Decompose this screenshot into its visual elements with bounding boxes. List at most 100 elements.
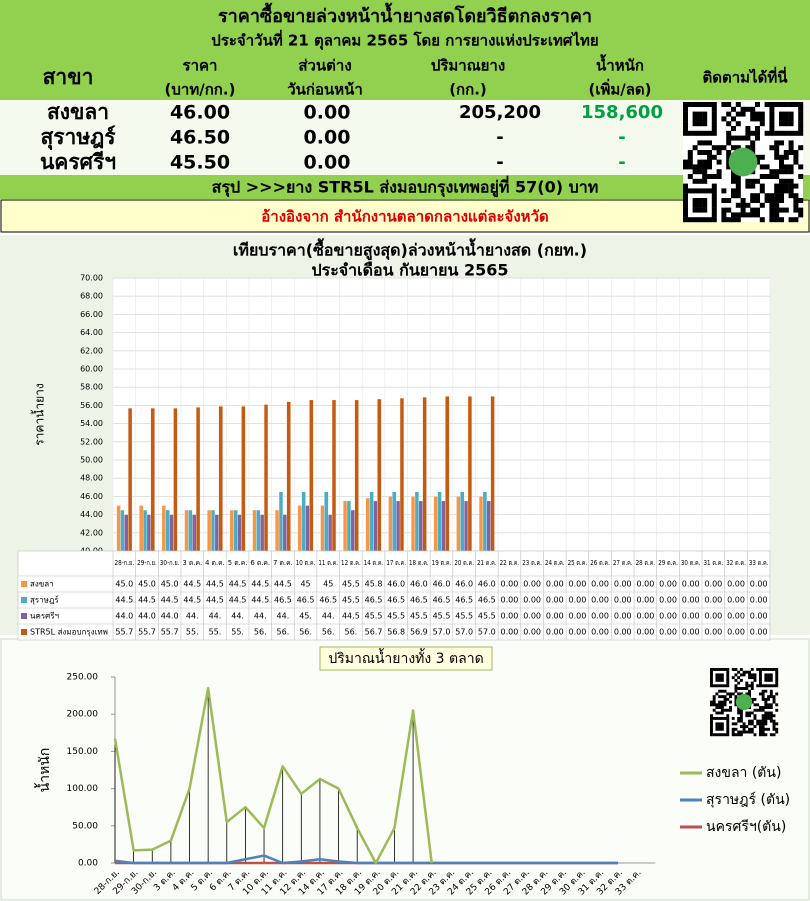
qr-module	[755, 193, 760, 199]
x-tick-label: 17 ต.ค.	[386, 559, 406, 567]
data-label: 0.00	[569, 596, 587, 605]
qr-module	[692, 164, 698, 170]
qr-module	[731, 722, 735, 726]
qr-module	[748, 722, 751, 726]
qr-module	[742, 722, 746, 726]
y-tick-label: 66.00	[80, 310, 103, 319]
qr-module	[702, 111, 708, 117]
qr-module	[783, 207, 789, 213]
qr-module	[788, 130, 794, 136]
qr-module	[769, 106, 775, 112]
qr-module	[779, 178, 784, 184]
qr-module	[720, 678, 724, 682]
qr-module	[758, 706, 762, 709]
qr-module	[721, 188, 727, 194]
bar	[422, 397, 427, 551]
qr-module	[687, 174, 693, 179]
qr-module	[735, 193, 741, 199]
data-label: 56.	[254, 628, 267, 637]
qr-module	[697, 207, 703, 213]
y-tick-label: 62.00	[80, 346, 103, 355]
qr-module	[774, 102, 780, 107]
bar	[161, 505, 166, 551]
qr-module	[750, 178, 756, 184]
qr-module	[697, 150, 703, 155]
qr-module	[774, 130, 780, 136]
qr-module	[745, 711, 749, 715]
data-label: 44.5	[206, 596, 224, 605]
bar	[260, 514, 265, 551]
qr-module	[758, 727, 762, 731]
bar	[120, 509, 125, 551]
qr-module	[772, 697, 776, 701]
qr-module	[783, 116, 789, 122]
bar	[128, 407, 133, 551]
qr-module	[779, 188, 784, 194]
legend-swatch	[21, 629, 27, 635]
qr-module	[711, 121, 717, 127]
table-cell: -	[496, 152, 503, 173]
qr-module	[720, 668, 724, 671]
qr-module	[769, 689, 773, 693]
qr-module	[775, 727, 779, 731]
qr-module	[716, 169, 722, 175]
data-label: 0.00	[750, 628, 768, 637]
qr-module	[761, 730, 765, 734]
data-label: 0.00	[523, 580, 541, 589]
qr-module	[737, 730, 741, 734]
summary-bg	[0, 175, 810, 199]
x-tick-label: 28-ก.ย.	[115, 559, 135, 567]
qr-module	[750, 111, 756, 117]
data-label: 0.00	[682, 596, 700, 605]
qr-code	[683, 102, 804, 223]
qr-module	[764, 733, 768, 737]
bar	[142, 509, 148, 551]
qr-module	[737, 711, 741, 715]
data-label: 46.0	[410, 580, 428, 589]
qr-module	[737, 733, 741, 737]
qr-module	[767, 668, 771, 671]
qr-module	[772, 725, 776, 729]
qr-module	[764, 673, 768, 677]
qr-module	[758, 722, 762, 726]
data-label: 45.5	[455, 612, 473, 621]
qr-module	[718, 678, 722, 682]
qr-module	[769, 169, 775, 175]
qr-module	[731, 193, 736, 199]
data-label: 0.00	[636, 628, 654, 637]
qr-module	[769, 668, 773, 671]
bar	[275, 509, 280, 551]
qr-module	[721, 207, 727, 213]
qr-module	[753, 708, 757, 712]
qr-module	[707, 217, 712, 223]
qr-module	[687, 159, 693, 165]
qr-module	[793, 150, 799, 155]
qr-module	[715, 706, 719, 709]
qr-module	[775, 692, 779, 696]
qr-module	[697, 188, 703, 194]
data-label: 45.5	[365, 612, 383, 621]
data-label: 44.5	[229, 596, 247, 605]
table-cell: 45.50	[170, 152, 230, 174]
qr-module	[712, 703, 716, 707]
qr-module	[793, 217, 799, 223]
data-label: 0.00	[523, 596, 541, 605]
qr-module	[775, 722, 779, 726]
qr-module	[798, 102, 804, 107]
qr-module	[726, 733, 730, 737]
data-label: 46.5	[365, 596, 383, 605]
qr-module	[692, 130, 698, 136]
data-label: 55.	[231, 628, 244, 637]
legend-label: สุราษฎร์	[30, 595, 59, 605]
data-label: 0.00	[727, 612, 745, 621]
qr-module	[737, 708, 741, 712]
qr-module	[772, 727, 776, 731]
y-tick-label: 42.00	[80, 528, 103, 537]
qr-module	[687, 130, 693, 136]
data-label: 45	[323, 580, 333, 589]
qr-module	[692, 145, 698, 151]
qr-logo	[728, 147, 758, 177]
qr-module	[726, 154, 732, 160]
data-label: 44.5	[161, 596, 179, 605]
table-cell: -	[618, 152, 625, 173]
